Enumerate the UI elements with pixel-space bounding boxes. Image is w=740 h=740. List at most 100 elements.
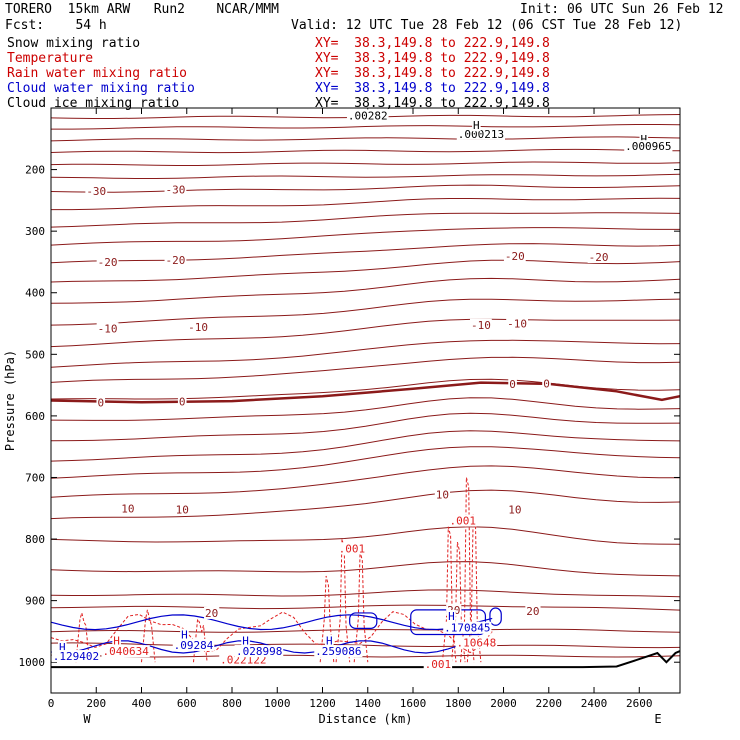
rain-contour	[441, 526, 457, 663]
temperature-label-bg	[507, 503, 523, 516]
temperature-label-bg	[164, 183, 187, 196]
temperature-isotherm	[50, 243, 681, 264]
header-valid-time: Valid: 12 UTC Tue 28 Feb 12 (06 CST Tue …	[291, 18, 683, 33]
y-tick-label: 300	[25, 225, 45, 238]
temperature-label-bg	[96, 255, 119, 268]
rain-contour	[193, 617, 208, 663]
cloud-water-label-bg	[58, 640, 67, 653]
rain-label-bg	[101, 645, 150, 658]
rain-contour	[75, 610, 90, 663]
cloud-water-label: .09284	[174, 639, 214, 652]
rain-contour	[141, 609, 156, 663]
cloud-water-label-bg	[51, 650, 100, 663]
temperature-isotherm	[50, 604, 681, 611]
temperature-isotherm	[50, 148, 681, 154]
x-tick-label: 200	[86, 697, 106, 710]
temperature-label: -10	[471, 319, 491, 332]
temperature-label-bg	[164, 254, 187, 267]
snow-label: .000965	[625, 140, 671, 153]
temperature-isotherm	[51, 197, 681, 211]
temperature-isotherm	[51, 124, 681, 130]
cloud-water-label: H	[326, 635, 333, 648]
y-tick-label: 900	[25, 595, 45, 608]
x-tick-label: 2000	[490, 697, 517, 710]
temperature-label-bg	[506, 317, 528, 330]
snow-label: .000213	[458, 128, 504, 141]
temperature-label-bg	[587, 251, 610, 264]
temperature-contours	[50, 114, 681, 658]
x-axis-label: Distance (km)	[319, 712, 413, 726]
field-cloud-ice-name: Cloud ice mixing ratio	[7, 96, 180, 111]
temperature-isotherm	[50, 526, 681, 545]
snow-label-bg	[624, 140, 673, 153]
cloud-water-label: .028998	[236, 645, 282, 658]
rain-contour	[353, 551, 369, 663]
temperature-label-bg	[525, 605, 541, 618]
header-forecast-hour: Fcst: 54 h	[5, 18, 107, 33]
y-tick-label: 800	[25, 533, 45, 546]
rain-label-bg	[423, 658, 453, 671]
rain-label: .001	[339, 542, 366, 555]
temperature-isotherm	[50, 356, 681, 383]
field-snow-xy: XY= 38.3,149.8 to 222.9,149.8	[315, 36, 550, 51]
temperature-isotherm	[50, 489, 681, 520]
x-tick-label: 2400	[581, 697, 608, 710]
cloud-water-label: .259086	[315, 645, 361, 658]
temperature-label: -20	[98, 256, 118, 269]
snow-label-bg	[639, 132, 649, 145]
field-cloud-ice-xy: XY= 38.3,149.8 to 222.9,149.8	[315, 96, 550, 111]
cloud-water-label: H	[448, 610, 455, 623]
temperature-label-bg	[542, 377, 551, 390]
temperature-isotherm	[50, 136, 681, 142]
temperature-isotherm	[50, 161, 681, 166]
y-tick-label: 1000	[19, 656, 46, 669]
temperature-isotherm	[50, 628, 681, 633]
cloud-water-label-bg	[180, 628, 189, 641]
cloud-water-label: H	[59, 641, 66, 654]
y-tick-label: 200	[25, 164, 45, 177]
temperature-label-bg	[174, 503, 190, 516]
temperature-label: -20	[166, 254, 186, 267]
temperature-isotherm	[50, 318, 681, 348]
rain-label-bg	[337, 542, 367, 555]
x-tick-label: 2600	[626, 697, 653, 710]
temperature-isotherm	[50, 173, 681, 179]
temperature-isotherm	[50, 212, 681, 228]
x-end-label-west: W	[83, 712, 91, 726]
cloud-water-label-bg	[324, 634, 334, 647]
temperature-label-bg	[96, 322, 119, 335]
x-tick-label: 400	[132, 697, 152, 710]
temperature-label: 20	[526, 605, 539, 618]
snow-label: H	[473, 119, 480, 132]
field-rain-name: Rain water mixing ratio	[7, 66, 188, 81]
header-init-time: Init: 06 UTC Sun 26 Feb 12	[520, 2, 724, 17]
temperature-label: 10	[508, 503, 521, 516]
temperature-label: -10	[98, 322, 118, 335]
temperature-label-bg	[177, 395, 187, 408]
temperature-label: 0	[97, 396, 104, 409]
temperature-isotherm	[50, 277, 681, 304]
x-tick-label: 800	[222, 697, 242, 710]
header-model-info: TORERO 15km ARW Run2 NCAR/MMM	[5, 2, 279, 17]
field-temperature-xy: XY= 38.3,149.8 to 222.9,149.8	[315, 51, 550, 66]
x-tick-label: 1200	[309, 697, 336, 710]
cloud-water-contour	[50, 614, 493, 631]
field-cloud-water-name: Cloud water mixing ratio	[7, 81, 195, 96]
y-axis-label: Pressure (hPa)	[3, 350, 17, 451]
temperature-label-bg	[187, 321, 209, 334]
temperature-isotherm	[50, 561, 681, 577]
temperature-label-bg	[503, 249, 526, 262]
x-tick-label: 0	[48, 697, 55, 710]
cloud-water-label: .170845	[444, 622, 490, 635]
field-cloud-water-xy: XY= 38.3,149.8 to 222.9,149.8	[315, 81, 550, 96]
x-tick-label: 2200	[536, 697, 563, 710]
cloud-water-label: H	[181, 629, 188, 642]
temperature-isotherm	[50, 298, 681, 326]
y-tick-label: 700	[25, 471, 45, 484]
temperature-label: -10	[507, 318, 527, 331]
snow-label: H	[640, 133, 647, 146]
terrain-line	[51, 650, 681, 669]
y-tick-label: 400	[25, 287, 45, 300]
contour-labels: -30 -30 -20 -20 -20 -20 -10 -10 -10 -10 0 0 0 0 10 10 10…	[51, 109, 673, 671]
rain-label: .001	[425, 658, 452, 671]
